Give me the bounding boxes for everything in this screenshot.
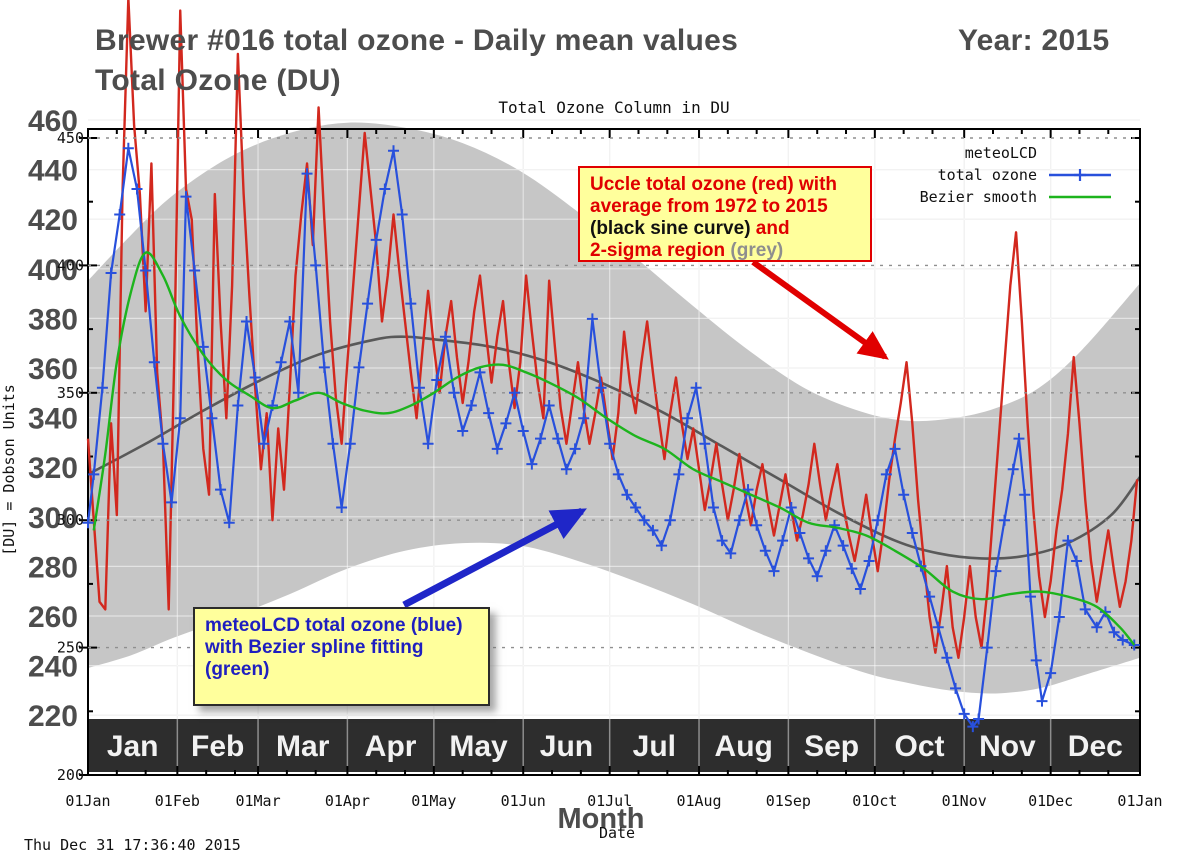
note-line: (green) <box>205 659 478 681</box>
x-date-label-10: 01Nov <box>942 792 987 810</box>
note-line: 2-sigma region (grey) <box>590 240 860 262</box>
legend: meteoLCD total ozone Bezier smooth <box>855 142 1115 208</box>
x-date-label-8: 01Sep <box>766 792 811 810</box>
month-label-may: May <box>449 730 508 763</box>
page-title: Brewer #016 total ozone - Daily mean val… <box>95 24 738 58</box>
month-label-aug: Aug <box>715 730 773 763</box>
legend-item-label: total ozone <box>938 166 1037 184</box>
note-text-segment: (black sine curve) <box>590 218 756 239</box>
note-text-segment: with Bezier spline fitting <box>205 637 424 658</box>
legend-sample-bezier-smooth <box>1045 189 1115 205</box>
note-text-segment: Uccle total ozone (red) with <box>590 174 837 195</box>
render-timestamp: Thu Dec 31 17:36:40 2015 <box>24 836 241 854</box>
note-line: average from 1972 to 2015 <box>590 196 860 218</box>
x-axis-title-date: Date <box>599 824 635 842</box>
month-label-oct: Oct <box>895 730 945 763</box>
y-outer-label-380: 380 <box>28 303 78 336</box>
note-text-segment: 2-sigma region <box>590 240 730 261</box>
month-label-nov: Nov <box>979 730 1036 763</box>
y-outer-label-220: 220 <box>28 700 78 733</box>
y-inner-label-300: 300 <box>57 511 84 529</box>
note-line: (black sine curve) and <box>590 218 860 240</box>
x-date-label-12: 01Jan <box>1117 792 1162 810</box>
month-label-apr: Apr <box>365 730 417 763</box>
note-text-segment: average from 1972 to 2015 <box>590 196 828 217</box>
uccle-annotation-box: Uccle total ozone (red) withaverage from… <box>578 166 872 262</box>
y-inner-label-450: 450 <box>57 129 84 147</box>
y-inner-label-400: 400 <box>57 256 84 274</box>
y-inner-label-250: 250 <box>57 639 84 657</box>
legend-item-total-ozone: total ozone <box>855 164 1115 186</box>
note-line: with Bezier spline fitting <box>205 637 478 659</box>
y-outer-label-320: 320 <box>28 452 78 485</box>
note-text-segment: and <box>756 218 790 239</box>
ozone-chart-canvas: JanFebMarAprMayJunJulAugSepOctNovDec4604… <box>0 0 1192 863</box>
note-text-segment: meteoLCD total ozone (blue) <box>205 615 463 636</box>
note-text-segment: (green) <box>205 659 269 680</box>
ozone-chart-page: JanFebMarAprMayJunJulAugSepOctNovDec4604… <box>0 0 1192 863</box>
legend-item-label: Bezier smooth <box>920 188 1037 206</box>
month-band: Jan Feb Mar Apr May Jun Jul Aug Sep Oct Nov Dec <box>88 719 1140 772</box>
month-label-dec: Dec <box>1068 730 1123 763</box>
x-date-label-5: 01Jun <box>501 792 546 810</box>
month-label-jun: Jun <box>540 730 593 763</box>
plot-title: Total Ozone Column in DU <box>88 98 1140 117</box>
x-date-label-4: 01May <box>411 792 456 810</box>
month-label-jan: Jan <box>107 730 159 763</box>
red-annotation-arrow <box>753 262 885 357</box>
x-date-label-1: 01Feb <box>155 792 200 810</box>
year-label: Year: 2015 <box>958 24 1109 58</box>
x-date-label-2: 01Mar <box>235 792 280 810</box>
y-outer-label-360: 360 <box>28 353 78 386</box>
meteolcd-annotation-box: meteoLCD total ozone (blue)with Bezier s… <box>193 607 490 706</box>
x-date-label-3: 01Apr <box>325 792 370 810</box>
y-outer-label-440: 440 <box>28 155 78 188</box>
y-outer-label-280: 280 <box>28 551 78 584</box>
y-outer-label-260: 260 <box>28 601 78 634</box>
note-line: Uccle total ozone (red) with <box>590 174 860 196</box>
y-outer-label-420: 420 <box>28 204 78 237</box>
x-date-label-0: 01Jan <box>65 792 110 810</box>
legend-title-row: meteoLCD <box>855 142 1115 164</box>
month-label-jul: Jul <box>633 730 676 763</box>
legend-sample-total-ozone <box>1045 167 1115 183</box>
month-label-feb: Feb <box>191 730 244 763</box>
y-inner-label-350: 350 <box>57 384 84 402</box>
page-subtitle: Total Ozone (DU) <box>95 64 341 98</box>
legend-title: meteoLCD <box>965 144 1037 162</box>
note-line: meteoLCD total ozone (blue) <box>205 615 478 637</box>
y-axis-title: [DU] = Dobson Units <box>0 384 18 556</box>
legend-item-Bezier-smooth: Bezier smooth <box>855 186 1115 208</box>
note-text-segment: (grey) <box>730 240 783 261</box>
x-date-label-9: 01Oct <box>852 792 897 810</box>
y-outer-label-340: 340 <box>28 403 78 436</box>
x-date-label-11: 01Dec <box>1028 792 1073 810</box>
x-date-label-7: 01Aug <box>676 792 721 810</box>
month-label-mar: Mar <box>276 730 330 763</box>
month-label-sep: Sep <box>804 730 859 763</box>
y-inner-label-200: 200 <box>57 766 84 784</box>
